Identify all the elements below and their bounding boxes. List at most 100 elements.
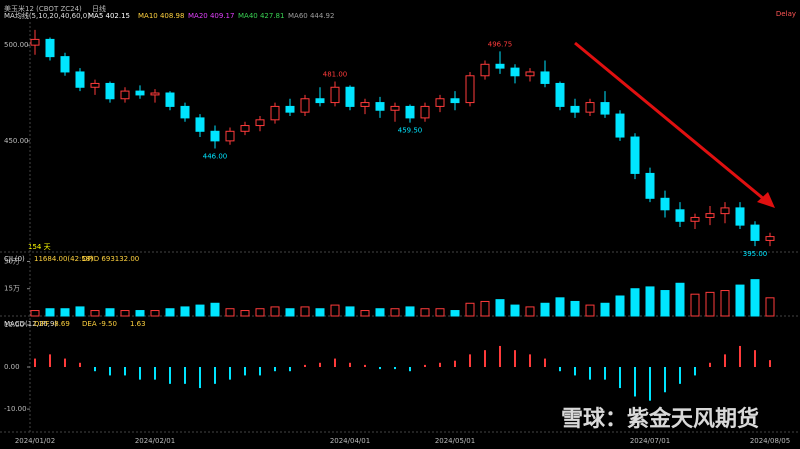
volume-bar: [570, 300, 580, 317]
volume-bar: [525, 306, 535, 317]
y-tick-label: 15万: [4, 285, 20, 293]
volume-bar: [420, 308, 430, 317]
volume-bar: [405, 306, 415, 317]
volume-bar: [540, 302, 550, 317]
volume-bar: [495, 299, 505, 317]
macd-bar: [589, 367, 591, 380]
candle-body: [720, 207, 730, 215]
macd-bar: [379, 367, 381, 370]
ma-legend-item: MA40 427.81: [238, 12, 284, 20]
candle-body: [210, 130, 220, 142]
candle-body: [705, 213, 715, 218]
candle-body: [375, 102, 385, 111]
volume-bar: [300, 306, 310, 317]
volume-bar: [195, 304, 205, 317]
delay: Delay: [776, 10, 796, 18]
macd-legend: DIFF -8.69: [34, 320, 70, 328]
candle-body: [195, 117, 205, 132]
y-tick-label: 450.00: [4, 137, 29, 145]
extreme-label: 459.50: [398, 127, 423, 135]
volume-bar: [630, 288, 640, 317]
macd-bar: [649, 367, 651, 401]
volume-bar: [60, 308, 70, 317]
volume-bar: [120, 310, 130, 317]
volume-bar: [210, 302, 220, 317]
candle-body: [510, 67, 520, 77]
candle-body: [225, 130, 235, 142]
macd-legend: DEA -9.50: [82, 320, 117, 328]
y-tick-label: 0.00: [4, 363, 20, 371]
candle-body: [570, 105, 580, 113]
volume-bar: [750, 279, 760, 317]
extreme-label: 481.00: [323, 71, 348, 79]
macd-bar: [184, 367, 186, 384]
volume-bar: [765, 297, 775, 317]
macd-bar: [754, 350, 756, 367]
extreme-label: 395.00: [743, 250, 768, 258]
macd-bar: [514, 350, 516, 367]
volume-bar: [615, 295, 625, 317]
macd-bar: [634, 367, 636, 397]
candle-body: [525, 71, 535, 77]
volume-bar: [735, 284, 745, 317]
volume-bar: [720, 290, 730, 317]
volume-bar: [390, 308, 400, 317]
candle-body: [300, 98, 310, 113]
macd-bar: [529, 354, 531, 367]
macd-bar: [364, 364, 366, 367]
candle-body: [675, 209, 685, 222]
x-tick-label: 2024/02/01: [135, 437, 175, 445]
watermark: 雪球：紫金天风期货: [561, 406, 759, 432]
volume-bar: [30, 310, 40, 317]
macd-legend: MACD(12,26,9): [4, 320, 57, 328]
volume-bar: [75, 306, 85, 317]
macd-legend: 1.63: [130, 320, 146, 328]
volume-bar: [270, 306, 280, 317]
volume-bar: [150, 310, 160, 317]
volume-bar: [345, 306, 355, 317]
candle-body: [75, 71, 85, 88]
candle-body: [750, 224, 760, 241]
candle-body: [330, 86, 340, 104]
ma-legend-item: MA10 408.98: [138, 12, 184, 20]
volume-bar: [285, 308, 295, 317]
macd-bar: [214, 367, 216, 384]
candle-body: [45, 38, 55, 58]
candle-body: [345, 86, 355, 107]
volume-bar: [90, 310, 100, 317]
macd-bar: [349, 362, 351, 367]
volume-bar: [360, 310, 370, 317]
macd-bar: [334, 358, 336, 367]
volume-bar: [240, 310, 250, 317]
ma-legend-item: MA20 409.17: [188, 12, 234, 20]
macd-bar: [574, 367, 576, 376]
macd-bar: [454, 360, 456, 367]
period: 日线: [92, 4, 106, 13]
x-tick-label: 2024/04/01: [330, 437, 370, 445]
trend-arrowhead: [757, 192, 775, 208]
volume-bar: [600, 302, 610, 317]
candle-body: [585, 102, 595, 113]
y-tick-label: 500.00: [4, 41, 29, 49]
candle-body: [690, 216, 700, 222]
volume-bar: [375, 308, 385, 317]
volume-bar: [435, 308, 445, 317]
candle-body: [360, 102, 370, 107]
bars-count: 154 天: [28, 243, 51, 251]
candle-body: [120, 90, 130, 100]
macd-bar: [259, 367, 261, 376]
candle-body: [495, 63, 505, 69]
macd-bar: [319, 362, 321, 367]
macd-bar: [244, 367, 246, 376]
volume-bar: [675, 282, 685, 317]
macd-bar: [64, 358, 66, 367]
volume-bar: [165, 308, 175, 317]
candle-body: [645, 172, 655, 199]
ma-legend-item: MA60 444.92: [288, 12, 334, 20]
macd-bar: [124, 367, 126, 376]
volume-bar: [585, 304, 595, 317]
candle-body: [405, 105, 415, 119]
volume-legend: 11684.00(42:58): [34, 255, 93, 263]
extreme-label: 446.00: [203, 153, 228, 161]
